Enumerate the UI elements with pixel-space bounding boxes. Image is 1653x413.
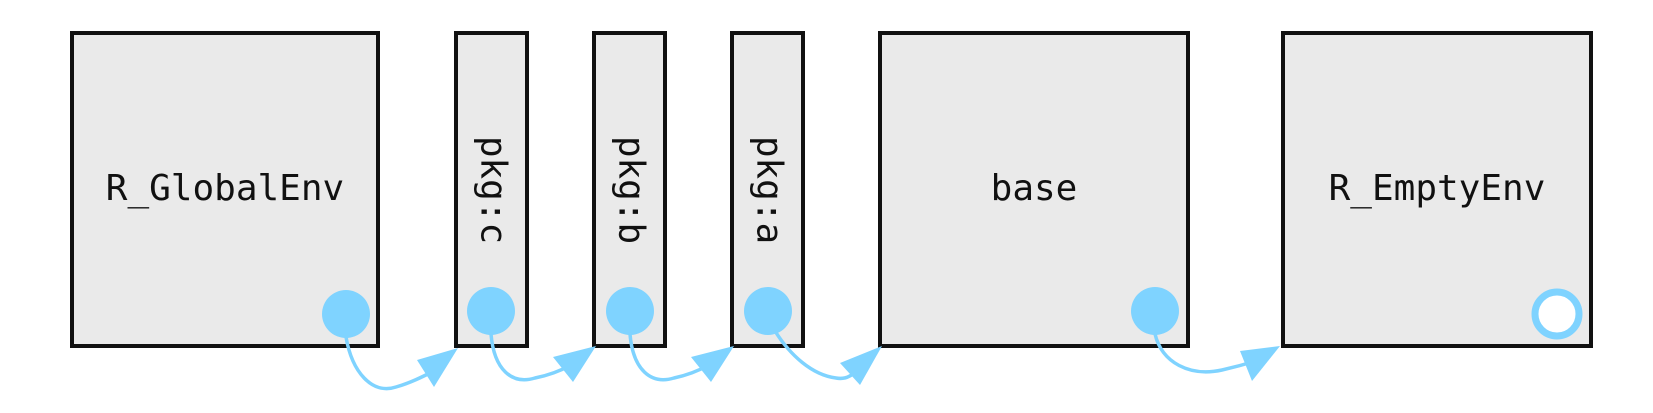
arrow-head-icon xyxy=(417,348,458,387)
env-box-r-emptyenv xyxy=(1281,31,1593,348)
env-pkg-c: pkg:c xyxy=(454,31,529,348)
arrow-head-icon xyxy=(691,346,734,382)
parent-pointer-icon xyxy=(606,287,654,335)
env-box-pkg-b xyxy=(592,31,667,348)
arrow-head-icon xyxy=(840,346,882,385)
parent-link-pkg-c-to-pkg-b xyxy=(489,332,596,382)
env-label-pkg-b: pkg:b xyxy=(611,136,652,244)
env-label-base: base xyxy=(991,168,1078,209)
env-base: base xyxy=(878,31,1190,348)
parent-link-globalenv-to-pkg-c xyxy=(344,335,458,391)
link-curve xyxy=(628,332,711,382)
parent-pointer-icon xyxy=(467,287,515,335)
env-pkg-a: pkg:a xyxy=(730,31,805,348)
link-curve xyxy=(344,335,436,391)
parent-pointer-icon xyxy=(322,290,370,338)
link-curve xyxy=(489,332,573,382)
arrow-head-icon xyxy=(1240,346,1280,381)
env-box-r-globalenv xyxy=(70,31,380,348)
empty-parent-icon xyxy=(1531,288,1583,340)
env-label-r-emptyenv: R_EmptyEnv xyxy=(1329,168,1546,209)
env-box-base xyxy=(878,31,1190,348)
parent-link-pkg-a-to-base xyxy=(773,329,882,385)
env-pkg-b: pkg:b xyxy=(592,31,667,348)
parent-pointer-icon xyxy=(744,287,792,335)
parent-pointer-icon xyxy=(1131,287,1179,335)
env-label-r-globalenv: R_GlobalEnv xyxy=(106,168,344,209)
arrow-head-icon xyxy=(553,346,596,382)
env-r-globalenv: R_GlobalEnv xyxy=(70,31,380,348)
env-r-emptyenv: R_EmptyEnv xyxy=(1281,31,1593,348)
parent-link-base-to-emptyenv xyxy=(1153,332,1280,381)
env-label-pkg-c: pkg:c xyxy=(473,136,514,244)
env-label-pkg-a: pkg:a xyxy=(749,136,790,244)
parent-link-pkg-b-to-pkg-a xyxy=(628,332,734,382)
